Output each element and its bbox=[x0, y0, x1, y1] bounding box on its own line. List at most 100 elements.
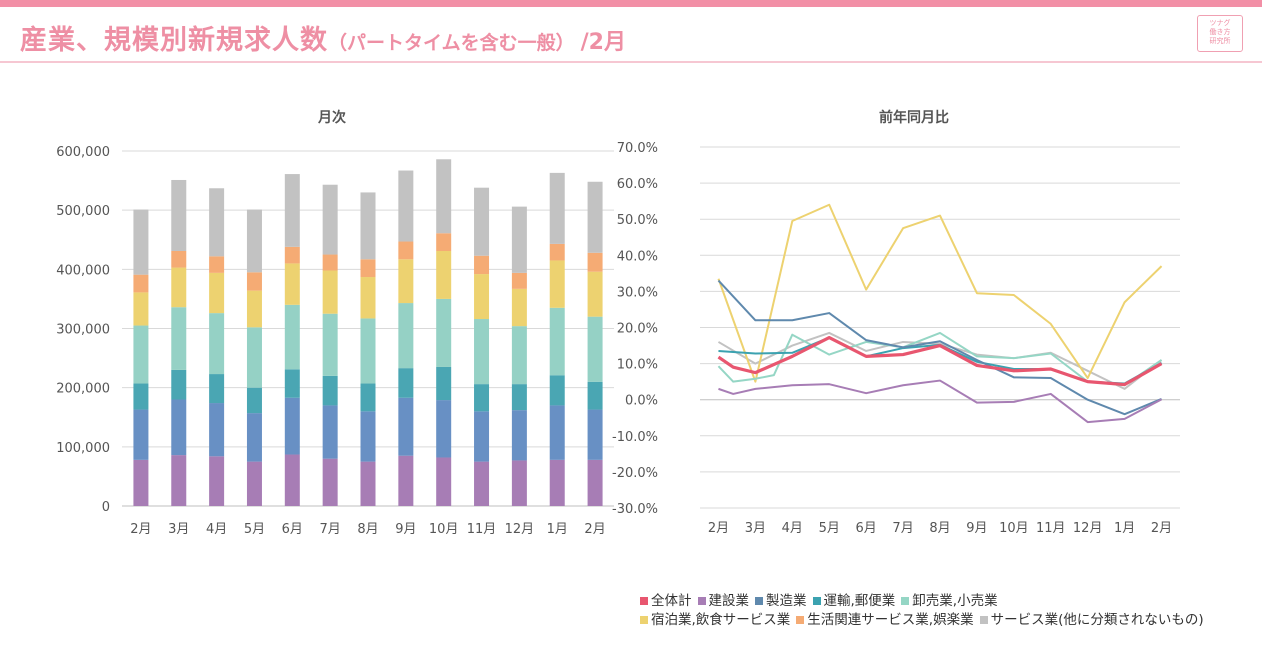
bar-segment bbox=[171, 307, 187, 370]
bar-segment bbox=[511, 460, 527, 506]
bar-segment bbox=[436, 233, 452, 251]
bar-x-tick-label: 6月 bbox=[282, 522, 303, 537]
legend-swatch bbox=[796, 616, 805, 624]
bar-x-tick-label: 2月 bbox=[130, 522, 151, 537]
bar-segment bbox=[474, 187, 490, 256]
line-x-tick-label: 7月 bbox=[892, 521, 913, 536]
line-y-tick-label: -20.0% bbox=[612, 466, 658, 481]
line-x-tick-label: 8月 bbox=[929, 521, 950, 536]
series-line bbox=[717, 331, 1163, 390]
bar-segment bbox=[587, 271, 603, 317]
bar-segment bbox=[511, 272, 527, 289]
legend-label: 生活関連サービス業,娯楽業 bbox=[807, 612, 974, 628]
bar-segment bbox=[246, 209, 262, 273]
line-x-tick-label: 5月 bbox=[819, 521, 840, 536]
bar-segment bbox=[398, 259, 414, 304]
bar-segment bbox=[322, 184, 338, 255]
bar-segment bbox=[549, 172, 565, 244]
bar-segment bbox=[209, 403, 225, 457]
bar-y-tick-label: 0 bbox=[102, 500, 110, 515]
bar-segment bbox=[549, 243, 565, 261]
bar-segment bbox=[549, 307, 565, 376]
legend-label: 製造業 bbox=[766, 593, 807, 609]
bar-segment bbox=[246, 327, 262, 388]
series-line bbox=[717, 279, 1162, 416]
bar-x-tick-label: 3月 bbox=[168, 522, 189, 537]
line-x-tick-label: 12月 bbox=[1073, 521, 1103, 536]
bar-segment bbox=[360, 411, 376, 462]
bar-segment bbox=[322, 313, 338, 376]
bar-x-tick-label: 8月 bbox=[357, 522, 378, 537]
bar-y-tick-label: 300,000 bbox=[56, 323, 110, 338]
bar-segment bbox=[549, 375, 565, 406]
bar-segment bbox=[474, 461, 490, 506]
legend-swatch bbox=[640, 597, 648, 605]
series-line bbox=[717, 336, 1163, 387]
bar-segment bbox=[587, 181, 603, 253]
bar-segment bbox=[133, 292, 149, 326]
legend-label: 建設業 bbox=[708, 593, 750, 609]
line-x-tick-label: 1月 bbox=[1114, 521, 1135, 536]
line-x-tick-label: 9月 bbox=[966, 521, 987, 536]
bar-segment bbox=[322, 270, 338, 314]
legend-item: 製造業 bbox=[755, 592, 807, 611]
bar-segment bbox=[549, 405, 565, 460]
bar-x-tick-label: 11月 bbox=[467, 522, 497, 537]
legend-item: 建設業 bbox=[697, 592, 750, 611]
bar-segment bbox=[246, 272, 262, 291]
legend-swatch bbox=[901, 597, 910, 605]
bar-segment bbox=[246, 413, 262, 462]
bar-y-tick-label: 400,000 bbox=[56, 263, 110, 278]
bar-segment bbox=[133, 209, 149, 275]
bar-x-tick-label: 10月 bbox=[429, 522, 459, 537]
legend-label: 卸売業,小売業 bbox=[912, 593, 998, 609]
legend-row: 全体計 建設業 製造業 運輸,郵便業 卸売業,小売業 bbox=[640, 592, 1260, 611]
logo-line-3: 研究所 bbox=[1209, 37, 1231, 45]
bar-segment bbox=[360, 192, 376, 260]
line-x-tick-label: 2月 bbox=[1151, 521, 1172, 536]
line-x-tick-label: 10月 bbox=[999, 521, 1029, 536]
legend-item: 運輸,郵便業 bbox=[812, 592, 895, 611]
bar-segment bbox=[209, 256, 225, 273]
bar-segment bbox=[360, 383, 376, 412]
bar-segment bbox=[171, 267, 187, 308]
bar-y-tick-label: 200,000 bbox=[56, 382, 110, 397]
bar-segment bbox=[511, 410, 527, 461]
bar-segment bbox=[209, 188, 225, 257]
bar-segment bbox=[171, 369, 187, 400]
bar-segment bbox=[587, 381, 603, 410]
bar-segment bbox=[133, 383, 149, 410]
legend-swatch bbox=[755, 597, 763, 605]
line-x-tick-label: 3月 bbox=[745, 521, 766, 536]
bar-x-tick-label: 4月 bbox=[206, 522, 227, 537]
legend-swatch bbox=[640, 616, 648, 624]
bar-segment bbox=[398, 241, 414, 260]
bar-segment bbox=[436, 457, 452, 506]
bar-segment bbox=[360, 461, 376, 506]
bar-segment bbox=[284, 454, 300, 506]
legend-swatch bbox=[979, 616, 988, 624]
page-title-main: 産業、規模別新規求人数 bbox=[20, 25, 328, 56]
bar-segment bbox=[209, 272, 225, 314]
legend-item: 宿泊業,飲食サービス業 bbox=[640, 611, 790, 630]
bar-segment bbox=[133, 409, 149, 460]
bar-segment bbox=[171, 455, 187, 506]
top-accent-bar bbox=[0, 0, 1262, 7]
line-chart-title: 前年同月比 bbox=[879, 109, 949, 126]
bar-segment bbox=[474, 384, 490, 412]
bar-segment bbox=[284, 397, 300, 455]
bar-segment bbox=[284, 304, 300, 370]
bar-segment bbox=[474, 411, 490, 462]
bar-y-tick-label: 100,000 bbox=[56, 441, 110, 456]
line-y-tick-label: 60.0% bbox=[617, 177, 658, 192]
bar-segment bbox=[246, 290, 262, 328]
bar-segment bbox=[511, 326, 527, 385]
bar-segment bbox=[511, 206, 527, 273]
legend-label: サービス業(他に分類されないもの) bbox=[990, 612, 1204, 628]
legend-item: 卸売業,小売業 bbox=[901, 592, 998, 611]
bar-segment bbox=[246, 387, 262, 414]
line-y-tick-label: -10.0% bbox=[612, 430, 658, 445]
bar-segment bbox=[322, 375, 338, 406]
bar-segment bbox=[436, 366, 452, 401]
